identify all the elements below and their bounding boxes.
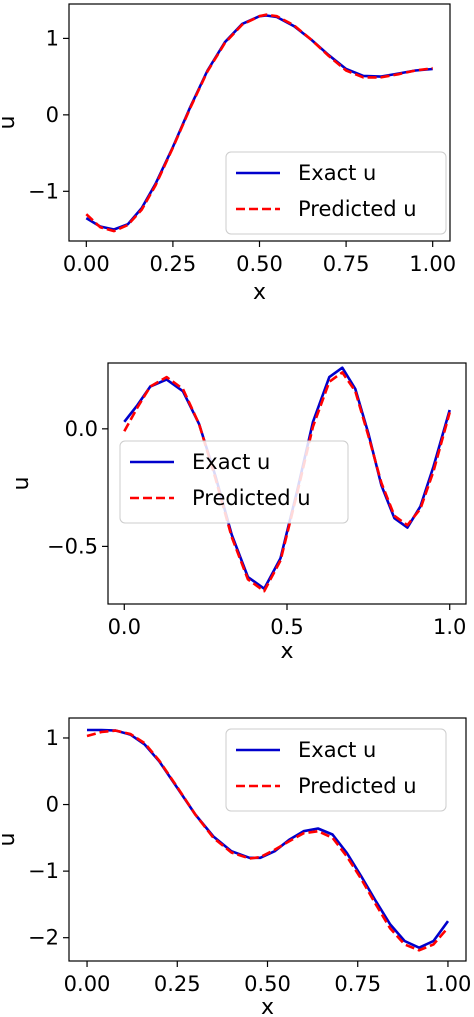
x-tick-label: 0.25 <box>154 972 201 996</box>
x-axis-label: x <box>253 280 266 305</box>
x-tick-label: 0.25 <box>150 252 197 276</box>
series-line-predicted-u <box>86 729 449 952</box>
legend-box <box>225 151 447 235</box>
legend-label-exact-u: Exact u <box>298 161 376 185</box>
y-axis-label: u <box>0 833 20 847</box>
y-tick-label: −0.5 <box>47 534 98 558</box>
y-axis-label: u <box>0 116 20 130</box>
x-tick-label: 1.00 <box>409 252 456 276</box>
series-line-predicted-u <box>123 371 451 593</box>
legend: Exact u Predicted u <box>119 440 349 524</box>
legend-label-exact-u: Exact u <box>192 450 270 474</box>
series-line-predicted-u <box>85 13 433 233</box>
legend: Exact u Predicted u <box>225 728 447 812</box>
x-tick-label: 0.75 <box>334 972 381 996</box>
y-tick-label: 0.0 <box>65 417 98 441</box>
legend-label-exact-u: Exact u <box>298 738 376 762</box>
x-tick-label: 0.0 <box>108 615 141 639</box>
x-tick-label: 0.00 <box>64 972 111 996</box>
chart-panel-2: 0.0 0.5 1.0 −0.5 0.0 x u Exact u Predicted u <box>9 362 467 664</box>
x-tick-label: 0.5 <box>270 615 303 639</box>
legend-label-predicted-u: Predicted u <box>298 774 417 798</box>
legend: Exact u Predicted u <box>225 151 447 235</box>
x-tick-label: 1.00 <box>425 972 472 996</box>
x-tick-label: 0.50 <box>244 972 291 996</box>
x-tick-label: 1.0 <box>433 615 466 639</box>
x-tick-label: 0.50 <box>236 252 283 276</box>
legend-label-predicted-u: Predicted u <box>192 486 311 510</box>
y-tick-label: 1 <box>46 26 59 50</box>
y-tick-label: 0 <box>46 103 59 127</box>
x-tick-label: 0.00 <box>63 252 110 276</box>
x-tick-label: 0.75 <box>323 252 370 276</box>
legend-label-predicted-u: Predicted u <box>298 197 417 221</box>
legend-box <box>119 440 349 524</box>
chart-panel-3: 0.00 0.25 0.50 0.75 1.00 −2 −1 0 1 x u Exact u Predi… <box>0 717 472 1017</box>
y-tick-label: −1 <box>28 859 59 883</box>
y-axis-label: u <box>9 477 34 491</box>
y-tick-label: −1 <box>28 179 59 203</box>
y-tick-label: 1 <box>46 726 59 750</box>
chart-panels: 0.000.250.500.751.00−101xuExact uPredict… <box>0 3 472 1017</box>
y-tick-label: −2 <box>28 926 59 950</box>
chart-panel-1: 0.00 0.25 0.50 0.75 1.00 −1 0 1 x u Exact u Predict… <box>0 3 456 305</box>
x-axis-label: x <box>280 639 293 664</box>
y-tick-label: 0 <box>46 793 59 817</box>
legend-box <box>225 728 447 812</box>
x-axis-label: x <box>261 995 274 1017</box>
